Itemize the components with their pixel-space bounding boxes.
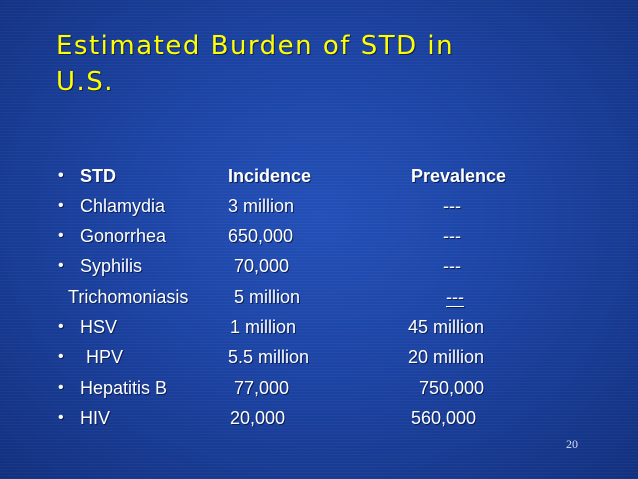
header-prevalence: Prevalence <box>411 166 507 186</box>
row-incidence: 70,000 <box>234 256 290 276</box>
table-row: • HIV 20,000 560,000 <box>0 404 638 432</box>
row-prevalence: 45 million <box>408 317 485 337</box>
table-header-row: • STD Incidence Prevalence <box>0 162 638 190</box>
table-row: Trichomoniasis 5 million --- <box>0 283 638 311</box>
row-prevalence: --- <box>443 226 461 246</box>
slide-title-line-1: Estimated Burden of STD in <box>56 31 455 61</box>
row-prevalence: --- <box>443 256 461 276</box>
row-incidence: 1 million <box>230 317 297 337</box>
row-std: Gonorrhea <box>80 226 167 246</box>
row-std: Syphilis <box>80 256 143 276</box>
bullet-icon: • <box>58 197 64 214</box>
bullet-icon: • <box>58 379 64 396</box>
page-number: 20 <box>566 437 578 451</box>
row-std: HPV <box>86 347 124 367</box>
row-std: Hepatitis B <box>80 378 168 398</box>
row-prevalence: 560,000 <box>411 408 477 428</box>
row-std: Chlamydia <box>80 196 166 216</box>
table-row: • Chlamydia 3 million --- <box>0 192 638 220</box>
row-incidence: 20,000 <box>230 408 286 428</box>
row-std: Trichomoniasis <box>68 287 189 307</box>
slide-title-line-2: U.S. <box>56 67 115 97</box>
bullet-icon: • <box>58 257 64 274</box>
table-row: • Syphilis 70,000 --- <box>0 252 638 280</box>
bullet-icon: • <box>58 227 64 244</box>
header-incidence: Incidence <box>228 166 312 186</box>
row-prevalence: 750,000 <box>419 378 485 398</box>
bullet-icon: • <box>58 167 64 184</box>
row-incidence: 5.5 million <box>228 347 310 367</box>
table-row: • Gonorrhea 650,000 --- <box>0 222 638 250</box>
row-prevalence: --- <box>443 196 461 216</box>
table-row: • HSV 1 million 45 million <box>0 313 638 341</box>
row-incidence: 5 million <box>234 287 301 307</box>
table-row: • HPV 5.5 million 20 million <box>0 343 638 371</box>
slide-title: Estimated Burden of STD in U.S. <box>56 28 536 100</box>
table-row: • Hepatitis B 77,000 750,000 <box>0 374 638 402</box>
row-prevalence: 20 million <box>408 347 485 367</box>
bullet-icon: • <box>58 348 64 365</box>
bullet-icon: • <box>58 318 64 335</box>
row-std: HSV <box>80 317 118 337</box>
bullet-icon: • <box>58 409 64 426</box>
row-incidence: 3 million <box>228 196 295 216</box>
row-incidence: 650,000 <box>228 226 294 246</box>
row-incidence: 77,000 <box>234 378 290 398</box>
header-std: STD <box>80 166 116 186</box>
row-std: HIV <box>80 408 111 428</box>
row-prevalence: --- <box>446 287 464 307</box>
